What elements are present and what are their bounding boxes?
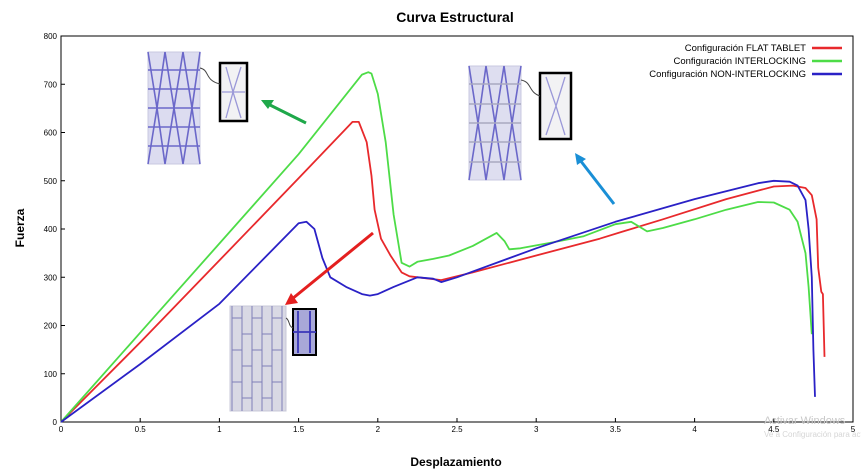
legend: Configuración FLAT TABLET Configuración I… [649, 43, 842, 80]
x-axis-title: Desplazamiento [410, 455, 501, 469]
inset-flat-tablet-image [229, 231, 374, 412]
x-tick-label: 0.5 [135, 425, 147, 434]
x-tick-label: 4.5 [768, 425, 780, 434]
legend-label-2: Configuración NON-INTERLOCKING [649, 69, 806, 80]
x-tick-label: 0 [59, 425, 64, 434]
x-tick-label: 4 [692, 425, 697, 434]
series-line-0 [60, 121, 826, 423]
lattice-pattern [468, 65, 522, 181]
y-tick-label: 600 [44, 129, 58, 138]
inset-noninterlocking-image [468, 65, 616, 205]
red-arrowhead [285, 293, 298, 305]
y-tick-label: 800 [44, 32, 58, 41]
y-tick-label: 500 [44, 177, 58, 186]
green-arrow [267, 102, 307, 125]
inset-connector [199, 67, 221, 85]
legend-label-1: Configuración INTERLOCKING [673, 56, 806, 67]
x-tick-label: 3.5 [610, 425, 622, 434]
x-tick-label: 2.5 [451, 425, 463, 434]
x-tick-label: 2 [376, 425, 381, 434]
brick-pattern [231, 306, 283, 411]
y-tick-label: 100 [44, 370, 58, 379]
x-tick-label: 5 [851, 425, 856, 434]
detail-cell-pattern [293, 311, 316, 353]
detail-cell-pattern [545, 76, 566, 136]
y-tick-label: 0 [53, 418, 58, 427]
inset-connector [285, 317, 294, 329]
x-tick-label: 1 [217, 425, 222, 434]
windows-watermark-subtext: Ve a Configuración para activar Windows. [764, 430, 861, 439]
green-arrowhead [261, 100, 274, 109]
y-tick-label: 300 [44, 273, 58, 282]
blue-arrowhead [575, 153, 586, 165]
lattice-pattern [147, 51, 201, 165]
chart-title: Curva Estructural [396, 9, 513, 25]
y-axis-title: Fuerza [13, 208, 27, 247]
inset-connector [520, 79, 541, 97]
inset-brick-panel [229, 305, 287, 412]
detail-cell-pattern [222, 66, 245, 119]
series-line-2 [60, 179, 816, 423]
windows-watermark: Activar Windows [764, 415, 846, 427]
x-tick-label: 3 [534, 425, 539, 434]
series-layer [60, 71, 826, 423]
red-arrow [291, 231, 374, 301]
series-line-1 [60, 71, 813, 423]
x-tick-label: 1.5 [293, 425, 305, 434]
inset-interlocking-image [147, 51, 307, 165]
y-tick-label: 200 [44, 322, 58, 331]
tick-labels: 0 0.5 1 1.5 2 2.5 3 3.5 4 4.5 5 0 100 200 300 400 500 600… [44, 32, 856, 434]
blue-arrow [578, 159, 616, 205]
legend-label-0: Configuración FLAT TABLET [685, 43, 806, 54]
y-tick-label: 400 [44, 225, 58, 234]
y-tick-label: 700 [44, 80, 58, 89]
